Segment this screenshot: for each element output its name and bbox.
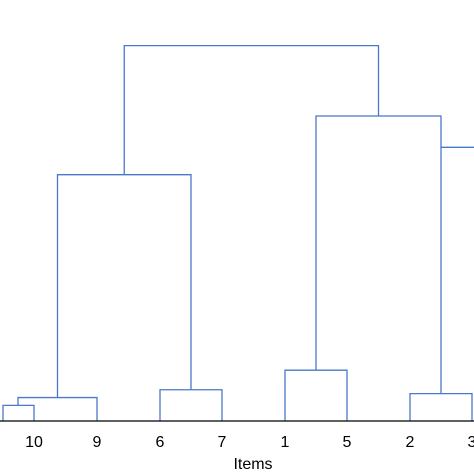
link-m_right [315, 115, 442, 371]
leaf-label-6: 6 [156, 434, 165, 451]
link-m_10a [2, 404, 35, 421]
leaf-label-1: 1 [281, 434, 290, 451]
link-m_6_7 [159, 389, 223, 421]
leaf-label-7: 7 [218, 434, 227, 451]
leaf-labels: 10 9 6 7 1 5 2 3 [25, 434, 474, 451]
leaf-label-3: 3 [468, 434, 474, 451]
x-axis-title: Items [233, 456, 272, 473]
link-m_left [56, 174, 192, 398]
link-m_2_3 [409, 392, 473, 421]
leaf-label-10: 10 [25, 434, 43, 451]
link-m_root [123, 44, 380, 175]
leaf-label-2: 2 [406, 434, 415, 451]
link-m_1_5 [284, 369, 348, 421]
link-m_10_9 [17, 396, 98, 421]
leaf-label-9: 9 [93, 434, 102, 451]
link-m_23x [440, 146, 474, 394]
leaf-label-5: 5 [343, 434, 352, 451]
dendrogram-links [2, 44, 474, 421]
